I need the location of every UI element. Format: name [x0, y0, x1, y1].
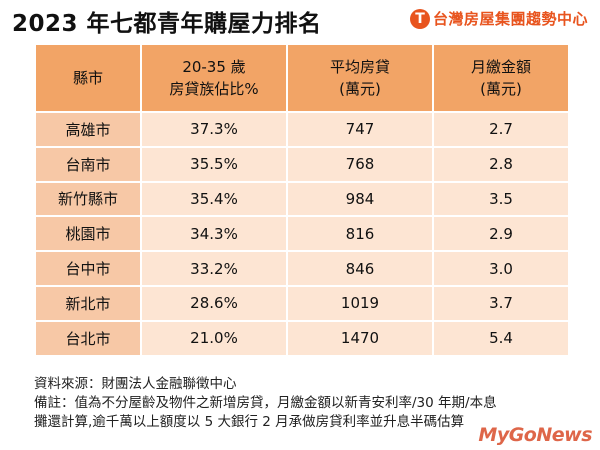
remark-line-2: 攤還計算,逾千萬以上額度以 5 大銀行 2 月承做房貸利率並升息半碼估算 [34, 414, 465, 430]
header-row: 縣市 20-35 歲房貸族佔比% 平均房貸 (萬元) 月繳金額 (萬元) [34, 43, 570, 113]
column-header-text: (萬元) [480, 80, 522, 98]
remark-line-1: 備註：值為不分屋齡及物件之新增房貸，月繳金額以新青安利率/30 年期/本息 [34, 395, 497, 411]
value-cell: 3.7 [432, 284, 570, 322]
brand-logo-icon: T [409, 8, 430, 29]
column-header-text: 平均房貸 [329, 58, 390, 76]
watermark: MyGoNews [478, 424, 592, 446]
city-cell: 新北市 [34, 284, 142, 322]
table-row: 台北市 21.0% 1470 5.4 [34, 319, 570, 357]
table-row: 桃園市 34.3% 816 2.9 [34, 215, 570, 253]
city-cell: 桃園市 [34, 215, 142, 253]
value-cell: 35.5% [140, 145, 288, 183]
value-cell: 21.0% [140, 319, 288, 357]
value-cell: 1470 [286, 319, 434, 357]
table-body: 高雄市 37.3% 747 2.7 台南市 35.5% 768 2.8 新竹縣市 35.4% 984… [34, 111, 570, 357]
city-cell: 台北市 [34, 319, 142, 357]
value-cell: 747 [286, 111, 434, 148]
value-cell: 984 [286, 180, 434, 218]
column-header-1: 縣市 [34, 43, 142, 113]
column-header-2: 20-35 歲房貸族佔比% [140, 43, 288, 113]
table-row: 台南市 35.5% 768 2.8 [34, 145, 570, 183]
value-cell: 5.4 [432, 319, 570, 357]
column-header-4: 月繳金額 (萬元) [432, 43, 570, 113]
value-cell: 816 [286, 215, 434, 253]
table-row: 高雄市 37.3% 747 2.7 [34, 111, 570, 148]
brand-name: 台灣房屋集團趨勢中心 [432, 10, 588, 28]
value-cell: 28.6% [140, 284, 288, 322]
value-cell: 846 [286, 250, 434, 287]
data-table: 縣市 20-35 歲房貸族佔比% 平均房貸 (萬元) 月繳金額 (萬元) 高雄市 37.3%… [34, 43, 570, 357]
value-cell: 35.4% [140, 180, 288, 218]
value-cell: 2.7 [432, 111, 570, 148]
source-note: 資料來源：財團法人金融聯徵中心 [34, 376, 237, 392]
city-cell: 台中市 [34, 250, 142, 287]
value-cell: 34.3% [140, 215, 288, 253]
value-cell: 33.2% [140, 250, 288, 287]
footer: 資料來源：財團法人金融聯徵中心 備註：值為不分屋齡及物件之新增房貸，月繳金額以新… [34, 375, 594, 432]
table-row: 新竹縣市 35.4% 984 3.5 [34, 180, 570, 218]
brand: T 台灣房屋集團趨勢中心 [409, 8, 588, 29]
column-header-text: 20-35 歲 [182, 58, 246, 76]
column-header-text: 房貸族佔比% [169, 80, 259, 98]
value-cell: 3.5 [432, 180, 570, 218]
table-row: 新北市 28.6% 1019 3.7 [34, 284, 570, 322]
value-cell: 2.8 [432, 145, 570, 183]
city-cell: 高雄市 [34, 111, 142, 148]
value-cell: 3.0 [432, 250, 570, 287]
value-cell: 1019 [286, 284, 434, 322]
column-header-text: 月繳金額 [470, 58, 531, 76]
column-header-3: 平均房貸 (萬元) [286, 43, 434, 113]
value-cell: 2.9 [432, 215, 570, 253]
table-row: 台中市 33.2% 846 3.0 [34, 250, 570, 287]
column-header-text: (萬元) [339, 80, 381, 98]
value-cell: 37.3% [140, 111, 288, 148]
chart-title: 2023 年七都青年購屋力排名 [12, 11, 322, 37]
value-cell: 768 [286, 145, 434, 183]
column-header-text: 縣市 [72, 69, 103, 87]
city-cell: 台南市 [34, 145, 142, 183]
city-cell: 新竹縣市 [34, 180, 142, 218]
